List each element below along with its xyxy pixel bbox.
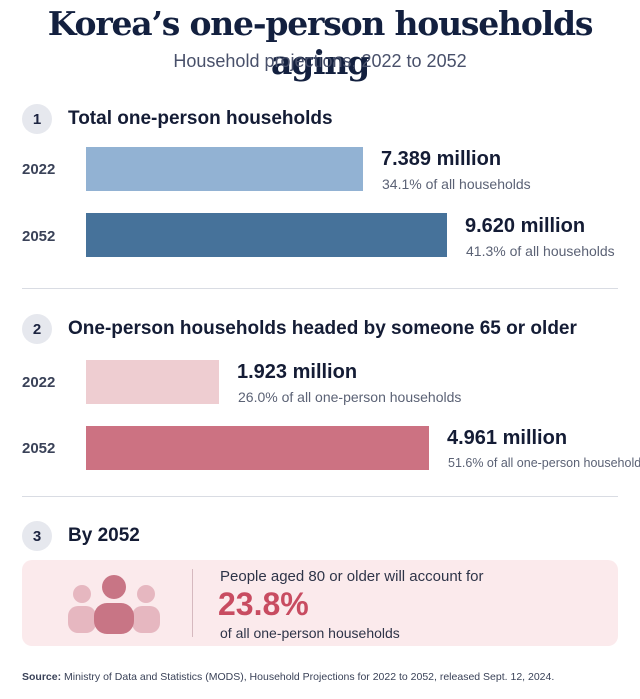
section-1-header: 1 Total one-person households: [22, 104, 333, 134]
share-label: 51.6% of all one-person households: [448, 456, 640, 470]
value-label: 4.961 million: [447, 427, 568, 449]
share-label: 34.1% of all households: [382, 176, 531, 192]
bar-total-2022: [86, 147, 363, 191]
value-label: 9.620 million: [465, 215, 586, 237]
section-number-badge: 1: [22, 104, 52, 134]
bar-senior-2052: [86, 426, 429, 470]
page-subtitle: Household projections, 2022 to 2052: [173, 51, 467, 71]
share-label: 41.3% of all households: [466, 243, 615, 259]
tick-label-2052: 2052: [22, 440, 56, 457]
section-divider: [22, 496, 618, 497]
bar-total-2052: [86, 213, 447, 257]
tick-label-2022: 2022: [22, 161, 56, 178]
value-label: 7.389 million: [381, 148, 502, 170]
tick-label-2022: 2022: [22, 374, 56, 391]
section-number-badge: 2: [22, 314, 52, 344]
section-title: Total one-person households: [68, 108, 333, 129]
section-title: One-person households headed by someone …: [68, 318, 577, 339]
callout-text-line2: of all one-person households: [220, 625, 400, 641]
page-title: Korea’s one-person households aging: [47, 4, 594, 82]
bar-senior-2022: [86, 360, 219, 404]
callout-box: People aged 80 or older will account for…: [22, 560, 618, 646]
source-label: Source:: [22, 671, 62, 683]
section-2-header: 2 One-person households headed by someon…: [22, 314, 577, 344]
section-number-badge: 3: [22, 521, 52, 551]
tick-label-2052: 2052: [22, 228, 56, 245]
callout-text-line1: People aged 80 or older will account for: [220, 568, 484, 585]
section-title: By 2052: [68, 525, 140, 546]
people-group-icon: [68, 575, 160, 634]
section-divider: [22, 288, 618, 289]
source-text: Ministry of Data and Statistics (MODS), …: [61, 671, 555, 683]
value-label: 1.923 million: [237, 361, 358, 383]
callout-value: 23.8%: [218, 586, 309, 622]
share-label: 26.0% of all one-person households: [238, 389, 462, 405]
callout-divider: [192, 569, 193, 637]
section-3-header: 3 By 2052: [22, 521, 140, 551]
source-note: Source: Ministry of Data and Statistics …: [22, 671, 554, 683]
